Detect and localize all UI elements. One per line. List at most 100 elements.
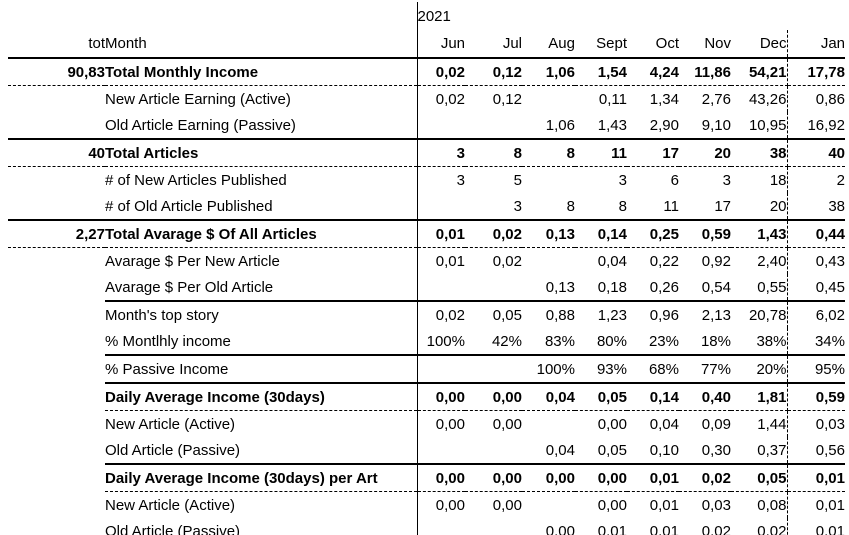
value-cell-nov[interactable]: 18%: [679, 328, 731, 356]
row-label-cell[interactable]: % Passive Income: [105, 355, 418, 384]
row-label-cell[interactable]: Total Monthly Income: [105, 58, 418, 86]
value-cell-aug[interactable]: 83%: [522, 328, 575, 356]
value-cell-jun[interactable]: 0,02: [417, 58, 465, 86]
value-cell-nov[interactable]: 0,30: [679, 437, 731, 465]
value-cell-aug[interactable]: 0,88: [545, 306, 575, 324]
value-cell-sept[interactable]: 0,00: [575, 464, 627, 492]
value-cell-aug[interactable]: 1,06: [522, 58, 575, 86]
value-cell-nov[interactable]: 0,09: [701, 415, 731, 433]
value-cell-oct[interactable]: 1,34: [649, 90, 679, 108]
value-cell-jan[interactable]: 2: [836, 171, 845, 189]
value-cell-oct[interactable]: 0,22: [649, 252, 679, 270]
value-cell-jan[interactable]: 17,78: [787, 58, 845, 86]
value-cell-jul[interactable]: 5: [513, 171, 522, 189]
value-cell-jun[interactable]: [417, 112, 465, 140]
value-cell-jun[interactable]: 0,00: [417, 383, 465, 411]
row-label-cell[interactable]: New Article (Active): [105, 491, 418, 518]
value-cell-dec[interactable]: 0,08: [731, 491, 788, 518]
value-cell-sept[interactable]: 80%: [575, 328, 627, 356]
value-cell-jun[interactable]: 0,02: [435, 306, 465, 324]
value-cell-oct[interactable]: 0,10: [627, 437, 679, 465]
value-cell-dec[interactable]: 18: [731, 166, 788, 193]
value-cell-sept[interactable]: 0,11: [598, 90, 627, 108]
value-cell-jul[interactable]: 0,02: [465, 220, 522, 248]
value-cell-oct[interactable]: 68%: [627, 355, 679, 384]
value-cell-dec[interactable]: 20,78: [731, 301, 788, 328]
month-header-jun[interactable]: Jun: [417, 30, 465, 59]
row-label-cell[interactable]: Month's top story: [105, 301, 418, 328]
row-label-cell[interactable]: New Article Earning (Active): [105, 85, 418, 112]
month-header-jan[interactable]: Jan: [787, 30, 845, 59]
value-cell-sept[interactable]: 0,00: [597, 415, 627, 433]
value-cell-jan[interactable]: 0,03: [815, 415, 845, 433]
month-header-dec[interactable]: Dec: [731, 30, 788, 59]
value-cell-oct[interactable]: 0,25: [627, 220, 679, 248]
value-cell-aug[interactable]: 0,00: [522, 518, 575, 535]
value-cell-aug[interactable]: 0,00: [522, 464, 575, 492]
value-cell-dec[interactable]: 0,37: [731, 437, 788, 465]
value-cell-aug[interactable]: [522, 167, 575, 194]
value-cell-aug[interactable]: 1,06: [522, 112, 575, 140]
value-cell-jun[interactable]: 100%: [417, 328, 465, 356]
value-cell-jan[interactable]: 0,59: [787, 383, 845, 411]
value-cell-sept[interactable]: 0,00: [597, 496, 627, 514]
row-label-cell[interactable]: Old Article (Passive): [105, 437, 418, 465]
row-label-cell[interactable]: # of Old Article Published: [105, 193, 418, 221]
value-cell-jul[interactable]: 3: [465, 193, 522, 221]
value-cell-oct[interactable]: 0,04: [649, 415, 679, 433]
value-cell-sept[interactable]: 0,04: [597, 252, 627, 270]
tot-value-cell[interactable]: [8, 437, 105, 464]
value-cell-jul[interactable]: 0,12: [465, 58, 522, 86]
month-header-sept[interactable]: Sept: [575, 30, 627, 59]
year-label-cell[interactable]: 2021: [417, 7, 451, 25]
value-cell-sept[interactable]: 1,23: [597, 306, 627, 324]
value-cell-oct[interactable]: 0,01: [649, 496, 679, 514]
value-cell-aug[interactable]: [522, 86, 575, 113]
value-cell-dec[interactable]: 0,05: [731, 464, 788, 492]
value-cell-dec[interactable]: 38: [731, 139, 788, 167]
tot-value-cell[interactable]: 40: [8, 139, 105, 167]
value-cell-oct[interactable]: 0,01: [627, 464, 679, 492]
tot-value-cell[interactable]: [8, 464, 105, 492]
value-cell-oct[interactable]: 2,90: [627, 112, 679, 140]
value-cell-nov[interactable]: 9,10: [679, 112, 731, 140]
row-label-cell[interactable]: % Montlhly income: [105, 328, 418, 356]
value-cell-jan[interactable]: 0,01: [787, 518, 845, 535]
month-header-aug[interactable]: Aug: [522, 30, 575, 59]
value-cell-dec[interactable]: 2,40: [731, 247, 788, 274]
tot-value-cell[interactable]: [8, 383, 105, 411]
tot-value-cell[interactable]: [8, 167, 105, 194]
value-cell-nov[interactable]: 0,02: [679, 518, 731, 535]
value-cell-dec[interactable]: 43,26: [731, 85, 788, 112]
value-cell-nov[interactable]: 2,76: [701, 90, 731, 108]
tot-value-cell[interactable]: [8, 248, 105, 275]
value-cell-dec[interactable]: 1,81: [731, 383, 788, 411]
value-cell-nov[interactable]: 0,03: [701, 496, 731, 514]
value-cell-jul[interactable]: [465, 355, 522, 384]
value-cell-jun[interactable]: [417, 518, 465, 535]
value-cell-jul[interactable]: 0,00: [465, 464, 522, 492]
value-cell-nov[interactable]: 2,13: [701, 306, 731, 324]
value-cell-oct[interactable]: 0,26: [627, 274, 679, 302]
value-cell-nov[interactable]: 0,92: [701, 252, 731, 270]
value-cell-jan[interactable]: 0,86: [815, 90, 845, 108]
value-cell-sept[interactable]: 0,05: [575, 383, 627, 411]
row-label-cell[interactable]: # of New Articles Published: [105, 166, 418, 193]
value-cell-jan[interactable]: 6,02: [815, 306, 845, 324]
value-cell-sept[interactable]: 1,54: [575, 58, 627, 86]
value-cell-aug[interactable]: 8: [522, 193, 575, 221]
value-cell-aug[interactable]: 0,04: [522, 437, 575, 465]
value-cell-nov[interactable]: 20: [679, 139, 731, 167]
value-cell-dec[interactable]: 10,95: [731, 112, 788, 140]
value-cell-jun[interactable]: 0,00: [417, 464, 465, 492]
month-header-jul[interactable]: Jul: [465, 30, 522, 59]
row-label-cell[interactable]: Total Articles: [105, 139, 418, 167]
value-cell-dec[interactable]: 38%: [731, 328, 788, 356]
value-cell-oct[interactable]: 6: [670, 171, 679, 189]
empty-cell[interactable]: [105, 2, 418, 30]
value-cell-sept[interactable]: 1,43: [575, 112, 627, 140]
value-cell-jun[interactable]: 0,02: [435, 90, 465, 108]
value-cell-jan[interactable]: 0,01: [787, 464, 845, 492]
value-cell-jan[interactable]: 0,43: [815, 252, 845, 270]
value-cell-jul[interactable]: [465, 274, 522, 302]
